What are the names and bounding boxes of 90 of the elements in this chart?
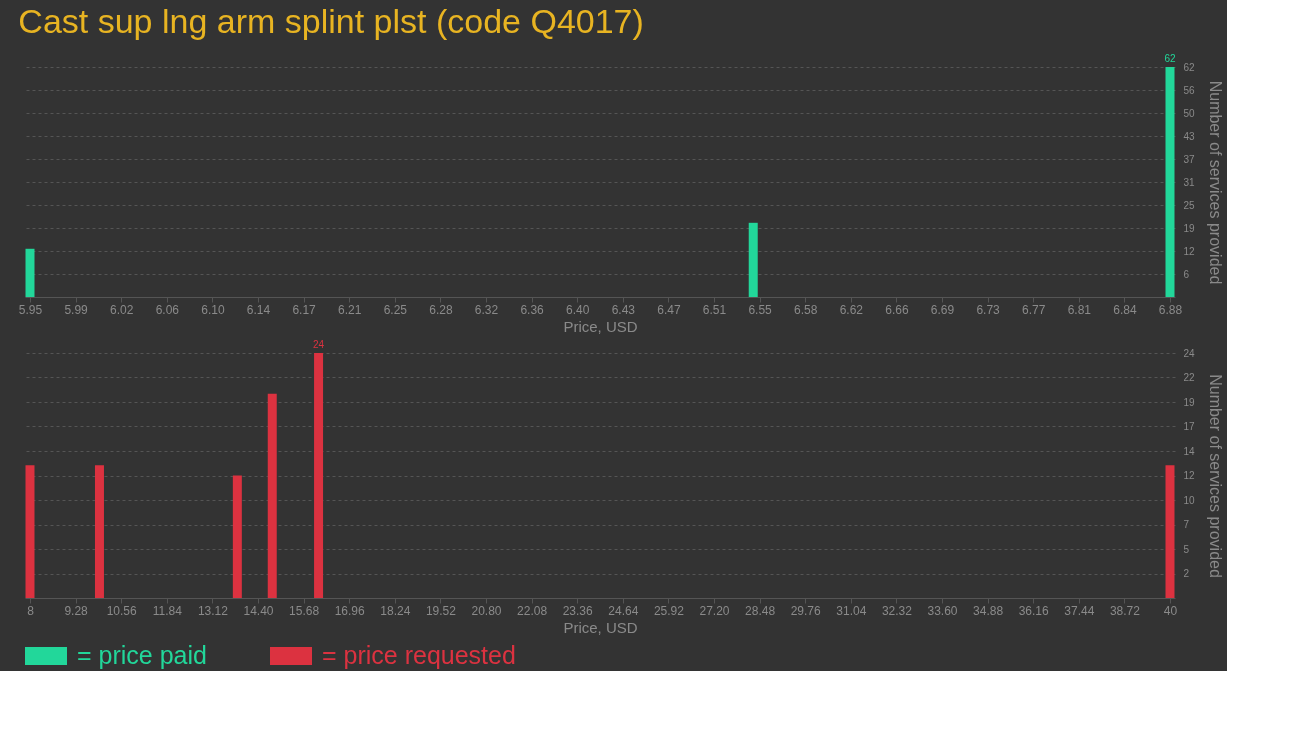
bar [314,353,324,598]
y-tick-label: 25 [1183,199,1196,211]
y-tick-label: 43 [1183,130,1196,142]
y-axis-title: Number of services provided [1206,374,1224,578]
x-axis-title: Price, USD [563,618,638,636]
y-tick-label: 14 [1183,445,1196,457]
x-tick-label: 40 [1163,603,1178,618]
y-tick-label: 7 [1183,519,1190,530]
y-tick-label: 62 [1183,61,1196,73]
bar [1165,465,1175,598]
x-tick-label: 6.21 [338,302,362,317]
bar [267,393,277,598]
x-tick-label: 19.52 [425,603,457,618]
x-tick-label: 34.88 [973,603,1004,618]
x-tick-label: 6.10 [201,302,225,317]
y-tick-label: 17 [1183,421,1196,432]
x-tick-label: 6.40 [566,302,590,317]
x-tick-label: 6.28 [429,302,453,317]
y-tick-label: 56 [1183,84,1196,96]
x-tick-label: 27.20 [699,603,730,618]
x-tick-label: 9.28 [64,603,89,618]
legend-label: = price requested [322,641,516,669]
x-tick-label: 22.08 [517,603,548,618]
y-tick-label: 19 [1183,222,1196,234]
bar [1165,67,1175,297]
x-tick-label: 18.24 [380,603,411,618]
y-tick-label: 6 [1183,268,1190,280]
x-tick-label: 6.73 [976,302,1001,317]
x-tick-label: 5.99 [64,302,89,317]
x-tick-label: 6.32 [474,302,499,317]
x-tick-label: 6.77 [1022,302,1046,317]
data-label: 24 [313,339,325,350]
x-tick-label: 6.06 [155,302,180,317]
y-tick-label: 19 [1183,396,1196,408]
y-tick-label: 12 [1183,470,1196,481]
y-tick-label: 22 [1183,372,1196,383]
bar [232,475,242,598]
x-tick-label: 6.51 [702,302,727,317]
x-tick-label: 6.17 [292,302,317,317]
y-tick-label: 31 [1183,176,1196,188]
bar [25,465,35,598]
x-tick-label: 6.47 [657,302,681,317]
x-tick-label: 15.68 [289,603,320,618]
x-tick-label: 6.43 [611,302,636,317]
x-tick-label: 6.66 [885,302,909,317]
x-tick-label: 14.40 [243,603,274,618]
x-tick-label: 36.16 [1018,603,1050,618]
x-tick-label: 6.25 [383,302,408,317]
x-tick-label: 13.12 [197,603,229,618]
x-tick-label: 11.84 [152,603,183,618]
y-tick-label: 50 [1183,107,1196,119]
data-label: 62 [1164,53,1176,64]
x-tick-label: 25.92 [653,603,685,618]
x-tick-label: 37.44 [1064,603,1095,618]
y-tick-label: 24 [1183,347,1196,359]
x-tick-label: 16.96 [334,603,366,618]
x-tick-label: 29.76 [790,603,822,618]
y-axis-title: Number of services provided [1206,80,1224,285]
x-tick-label: 23.36 [562,603,594,618]
x-tick-label: 32.32 [881,603,913,618]
x-tick-label: 6.02 [110,302,134,317]
bar [25,248,35,297]
x-tick-label: 6.88 [1158,302,1183,317]
y-tick-label: 12 [1183,245,1196,257]
y-tick-label: 5 [1183,543,1190,555]
x-tick-label: 6.84 [1113,302,1137,317]
bar [94,465,104,598]
x-tick-label: 24.64 [608,603,639,618]
x-tick-label: 6.55 [748,302,773,317]
y-tick-label: 37 [1183,153,1196,165]
x-tick-label: 5.95 [18,302,43,317]
y-tick-label: 10 [1183,494,1196,506]
x-tick-label: 6.14 [246,302,271,317]
x-tick-label: 6.69 [930,302,955,317]
x-tick-label: 6.36 [520,302,545,317]
x-axis-title: Price, USD [563,317,638,335]
bar [748,222,758,297]
x-tick-label: 28.48 [745,603,776,618]
x-tick-label: 20.80 [471,603,502,618]
x-tick-label: 6.81 [1067,302,1092,317]
y-tick-label: 2 [1183,568,1190,579]
legend-label: = price paid [77,641,207,669]
x-tick-label: 33.60 [927,603,958,618]
x-tick-label: 38.72 [1109,603,1141,618]
x-tick-label: 10.56 [106,603,138,618]
chart-title: Cast sup lng arm splint plst (code Q4017) [18,2,644,40]
x-tick-label: 8 [27,603,35,618]
x-tick-label: 6.58 [794,302,818,317]
x-tick-label: 31.04 [836,603,867,618]
x-tick-label: 6.62 [839,302,864,317]
